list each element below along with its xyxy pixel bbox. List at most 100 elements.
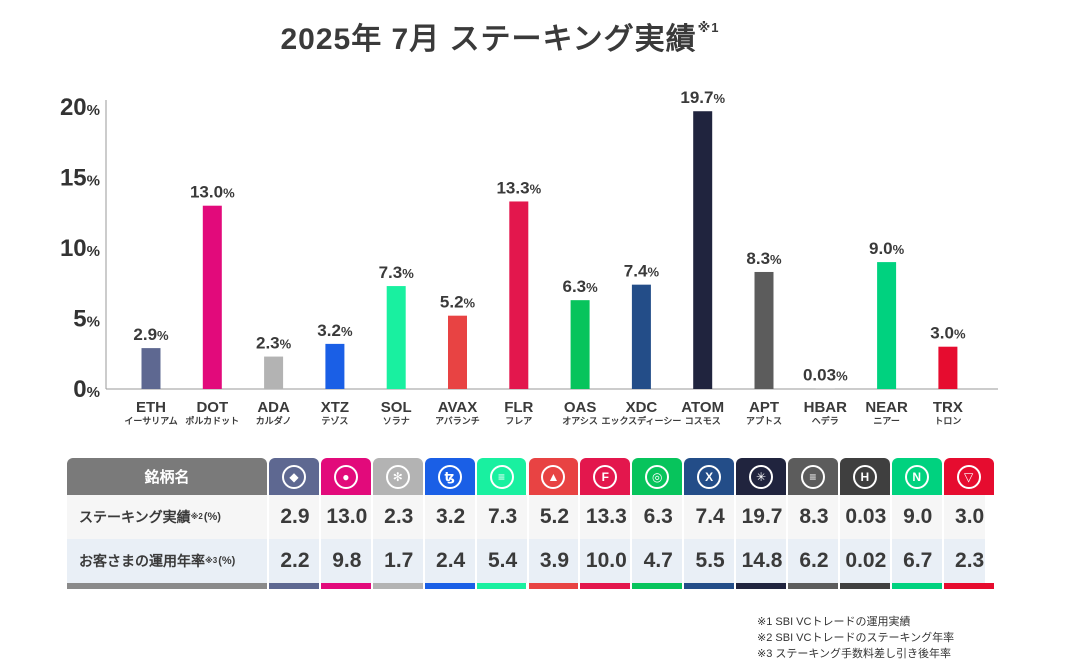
table-label-bottom-band [67,583,267,589]
data-label-ada: 2.3% [256,334,292,353]
column-color-band [372,583,423,589]
x-tick-label-ada: ADA [257,399,290,416]
table-cell: 1.7 [384,549,414,572]
table-cell: 5.4 [487,549,518,572]
column-separator [422,495,425,583]
x-tick-label-dot: DOT [196,399,228,416]
x-tick-label-near: NEAR [865,399,908,416]
x-tick-sublabel-trx: トロン [934,416,961,426]
table-cell: 3.2 [436,505,466,528]
table-cell: 6.3 [643,505,673,528]
x-tick-sublabel-hbar: ヘデラ [812,415,839,426]
table-cell: 6.7 [903,549,933,572]
column-separator [578,495,581,583]
xdc-icon: X [697,464,722,489]
data-label-atom: 19.7% [680,88,725,107]
x-tick-label-oas: OAS [564,399,597,416]
column-color-band [424,583,475,589]
data-label-flr: 13.3% [496,178,541,197]
footnote-1: ※1 SBI VCトレードの運用実績 [757,616,911,628]
table-cell: 13.0 [326,505,368,528]
data-label-apt: 8.3% [746,249,782,268]
sol-icon: ≡ [489,464,514,489]
table-header-cell: N [891,458,942,495]
column-color-band [476,583,527,589]
table-header-cell: H [839,458,890,495]
x-tick-label-apt: APT [749,399,779,416]
column-separator [370,495,373,583]
bar-sol [386,286,406,389]
column-separator [474,495,477,583]
table-header-cell: ◆ [269,458,319,495]
row-label-text: お客さまの運用年率 [79,553,205,569]
table-header-cell: F [580,458,631,495]
bar-eth [141,348,161,389]
x-tick-label-xtz: XTZ [321,399,349,416]
x-tick-label-eth: ETH [136,399,166,416]
column-separator [786,495,788,583]
table-cell: 5.2 [539,505,570,528]
column-color-band [736,583,786,589]
table-cell: 7.3 [487,505,518,528]
table-header-cell: ▽ [943,458,994,495]
bar-avax [448,315,467,389]
table-cell: 3.9 [539,549,570,572]
table-cell: 6.2 [799,549,829,572]
column-color-band [632,583,683,589]
column-separator [630,495,633,583]
x-tick-sublabel-xtz: テゾス [321,415,348,426]
column-separator [682,495,685,583]
data-label-xdc: 7.4% [624,262,660,281]
data-label-near: 9.0% [869,239,905,258]
x-tick-sublabel-dot: ポルカドット [185,415,239,426]
table-cell: 14.8 [741,549,783,572]
bar-near [877,262,897,389]
atom-icon: ✳ [749,464,774,489]
data-label-hbar: 0.03% [803,366,848,385]
table-header-cell: ▲ [528,458,579,495]
x-tick-sublabel-xdc: エックスディーシー [601,415,681,426]
row-label-staking-performance: ステーキング実績 ※2 (%) [67,495,267,539]
table-cell: 0.03 [845,505,887,528]
data-label-sol: 7.3% [379,263,415,282]
column-color-band [839,583,890,589]
data-label-eth: 2.9% [133,325,169,344]
x-tick-sublabel-avax: アバランチ [435,416,480,426]
table-cell: 3.0 [955,505,985,528]
table-cell: 10.0 [585,549,627,572]
y-tick-label: 5% [73,306,100,333]
table-cell: 13.3 [585,505,627,528]
column-color-band [891,583,942,589]
xtz-icon: ꜩ [437,464,462,489]
x-tick-label-xdc: XDC [626,399,658,416]
column-color-band [580,583,631,589]
column-separator [889,495,892,583]
x-tick-sublabel-near: ニアー [873,416,899,426]
x-tick-sublabel-ada: カルダノ [256,415,292,426]
bar-atom [693,111,713,389]
bar-oas [570,300,590,389]
ada-icon: ✻ [385,464,410,489]
table-cell: 8.3 [799,505,829,528]
row-label-text: ステーキング実績 [79,509,191,525]
x-tick-sublabel-eth: イーサリアム [124,416,177,426]
x-tick-sublabel-oas: オアシス [562,416,598,426]
dot-icon: ● [333,464,358,489]
data-label-xtz: 3.2% [317,321,353,340]
data-label-avax: 5.2% [440,293,476,312]
table-cell: 7.4 [695,505,725,528]
near-icon: N [904,464,929,489]
row-label-unit: (%) [203,511,221,523]
chart-title-text: 2025年 7月 ステーキング実績 [280,23,697,56]
table-cell: 2.9 [280,505,310,528]
footnote-3: ※3 ステーキング手数料差し引き後年率 [757,648,952,660]
eth-icon: ◆ [281,464,306,489]
table-cell: 2.2 [280,549,310,572]
row-label-unit: (%) [218,555,236,567]
table-header-cell: ✻ [372,458,423,495]
table-header-cell: ● [320,458,371,495]
table-header-cell: ꜩ [424,458,475,495]
y-tick-label: 0% [73,376,100,403]
row-label-note-mark: ※2 [190,511,203,521]
bar-apt [754,271,774,389]
